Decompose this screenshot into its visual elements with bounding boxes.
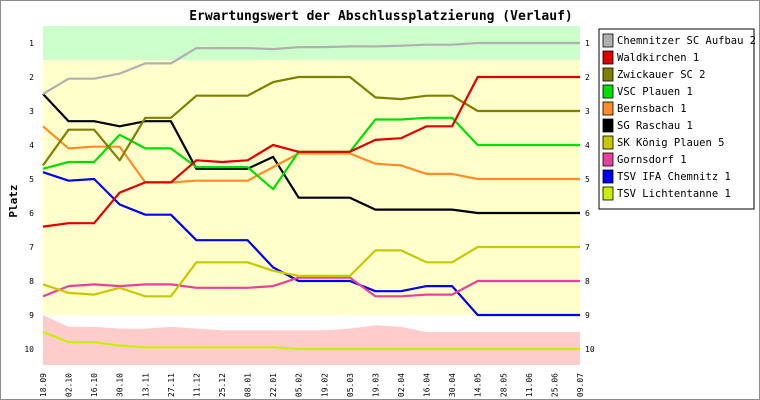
legend-swatch: [602, 169, 614, 184]
x-tick: 02.04: [397, 373, 406, 397]
y-tick-left: 4: [29, 141, 34, 150]
y-tick-right: 4: [585, 141, 590, 150]
legend-label: TSV Lichtentanne 1: [617, 188, 731, 200]
legend-swatch: [602, 135, 614, 150]
x-tick: 28.05: [499, 373, 508, 397]
series-lines: [42, 41, 580, 351]
legend-label: SG Raschau 1: [617, 120, 693, 132]
y-tick-right: 7: [585, 243, 590, 252]
y-tick-left: 9: [29, 311, 34, 320]
series-line: [42, 330, 580, 351]
zone-bottom: [43, 315, 580, 365]
x-tick: 05.03: [346, 373, 355, 397]
series-line: [42, 245, 580, 298]
series-line: [42, 75, 580, 228]
y-tick-right: 6: [585, 209, 590, 218]
y-tick-right: 8: [585, 277, 590, 286]
x-tick: 27.11: [167, 373, 176, 397]
series-line: [42, 276, 580, 298]
legend-swatch: [602, 33, 614, 48]
legend-swatch: [602, 67, 614, 82]
x-tick: 25.12: [218, 373, 227, 397]
series-line: [42, 125, 580, 184]
legend: Chemnitzer SC Aufbau 2 Waldkirchen 1 Zwick…: [598, 28, 756, 210]
x-tick: 02.10: [65, 373, 74, 397]
series-line: [42, 75, 580, 167]
legend-label: Bernsbach 1: [617, 103, 687, 115]
x-tick: 08.01: [244, 373, 253, 397]
y-tick-left: 10: [24, 345, 34, 354]
y-tick-right: 3: [585, 107, 590, 116]
x-tick: 14.05: [474, 373, 483, 397]
legend-label: SK König Plauen 5: [617, 137, 724, 149]
x-tick: 30.04: [448, 373, 457, 397]
x-tick: 05.02: [295, 373, 304, 397]
series-line: [42, 93, 580, 215]
x-tick: 11.06: [525, 373, 534, 397]
legend-swatch: [602, 101, 614, 116]
legend-label: Zwickauer SC 2: [617, 69, 706, 81]
x-tick: 19.03: [371, 373, 380, 397]
x-tick: 16.10: [90, 373, 99, 397]
y-tick-right: 9: [585, 311, 590, 320]
legend-label: VSC Plauen 1: [617, 86, 693, 98]
y-tick-left: 8: [29, 277, 34, 286]
legend-label: Chemnitzer SC Aufbau 2: [617, 35, 756, 47]
legend-swatch: [602, 152, 614, 167]
legend-box: [598, 28, 755, 210]
x-tick: 18.09: [39, 373, 48, 397]
legend-label: TSV IFA Chemnitz 1: [617, 171, 731, 183]
y-tick-left: 2: [29, 73, 34, 82]
x-tick: 11.12: [192, 373, 201, 397]
x-tick: 16.04: [423, 373, 432, 397]
x-tick: 09.07: [576, 373, 585, 397]
y-tick-left: 1: [29, 39, 34, 48]
x-tick: 22.01: [269, 373, 278, 397]
y-tick-left: 5: [29, 175, 34, 184]
x-tick: 13.11: [141, 373, 150, 397]
y-tick-left: 6: [29, 209, 34, 218]
x-tick: 25.06: [550, 373, 559, 397]
y-tick-left: 7: [29, 243, 34, 252]
y-tick-right: 1: [585, 39, 590, 48]
legend-label: Waldkirchen 1: [617, 52, 699, 64]
axis-ticks: 1 1 2 2 3 3 4 4 5 5 6 6 7 7 8 8 9 9 10 10 18.09 02.10 16.10 30.…: [24, 39, 594, 397]
y-tick-right: 5: [585, 175, 590, 184]
y-tick-right: 2: [585, 73, 590, 82]
x-tick: 30.10: [116, 373, 125, 397]
y-tick-right: 10: [585, 345, 595, 354]
legend-swatch: [602, 84, 614, 99]
legend-swatch: [602, 186, 614, 201]
legend-swatch: [602, 118, 614, 133]
legend-label: Gornsdorf 1: [617, 154, 687, 166]
y-tick-left: 3: [29, 107, 34, 116]
chart-title: Erwartungswert der Abschlussplatzierung …: [189, 9, 573, 24]
series-line: [42, 171, 580, 317]
x-tick: 19.02: [320, 373, 329, 397]
legend-swatch: [602, 50, 614, 65]
y-axis-label: Platz: [7, 184, 20, 217]
series-line: [42, 41, 580, 95]
